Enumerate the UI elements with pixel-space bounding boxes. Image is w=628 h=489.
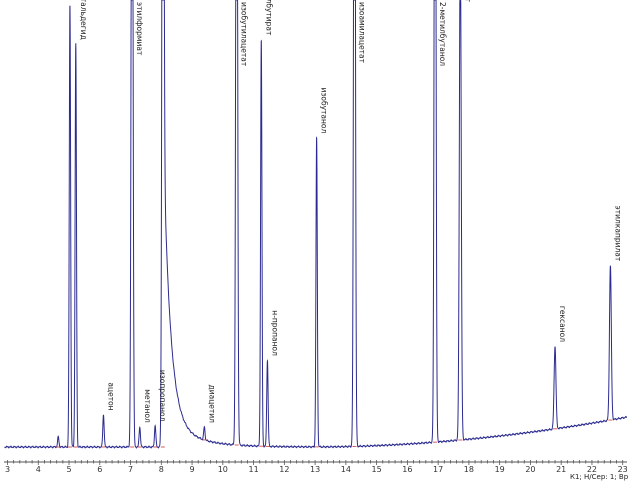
peak-label: изобутилацетат	[240, 2, 249, 67]
x-axis-ticks: 3 4 5 6 7 8 9 10 11 12 13 14 15 16 17 18 19 20 21 22 23	[5, 460, 628, 474]
chromatogram-trace	[4, 0, 628, 449]
x-tick-label: 21	[556, 465, 566, 474]
x-tick-label: 8	[159, 465, 164, 474]
peak-labels: ацетальдегид ацетон этилформиат метанол изоп…	[79, 0, 623, 423]
peak-label: этилформиат	[135, 2, 144, 56]
status-readout: К1; Н/Сер: 1; Врем	[570, 473, 628, 481]
peak-label: этилкапроат	[463, 0, 472, 3]
x-tick-label: 19	[495, 465, 505, 474]
peak-label: 2-метилбутанол	[438, 2, 447, 66]
x-tick-label: 23	[618, 465, 628, 474]
x-tick-label: 4	[36, 465, 41, 474]
peak-label: этилкаприлат	[613, 206, 622, 262]
peak-label: метанол	[143, 389, 152, 423]
x-tick-label: 9	[190, 465, 195, 474]
peak-label: изобутанол	[320, 88, 329, 134]
peak-label: изопропанол	[158, 370, 167, 422]
x-tick-label: 22	[587, 465, 597, 474]
x-tick-label: 12	[279, 465, 289, 474]
peak-label: гексанол	[558, 306, 567, 342]
x-tick-label: 15	[372, 465, 382, 474]
peak-label: диацетил	[207, 385, 216, 424]
peak-label: ацетон	[106, 382, 115, 410]
peak-markers	[56, 419, 613, 448]
x-tick-label: 13	[310, 465, 320, 474]
x-tick-label: 7	[128, 465, 133, 474]
x-tick-label: 6	[97, 465, 102, 474]
x-tick-label: 5	[66, 465, 71, 474]
x-tick-label: 18	[464, 465, 474, 474]
x-tick-label: 17	[433, 465, 443, 474]
x-tick-label: 11	[248, 465, 258, 474]
x-tick-label: 14	[341, 465, 351, 474]
x-tick-label: 16	[402, 465, 412, 474]
x-tick-label: 20	[525, 465, 535, 474]
peak-label: изоамилацетат	[357, 2, 366, 64]
peak-label: н-пропанол	[270, 310, 279, 356]
peak-label: этилбутират	[264, 0, 273, 36]
peak-label: ацетальдегид	[79, 0, 88, 40]
x-tick-label: 10	[218, 465, 228, 474]
x-tick-label: 3	[5, 465, 10, 474]
